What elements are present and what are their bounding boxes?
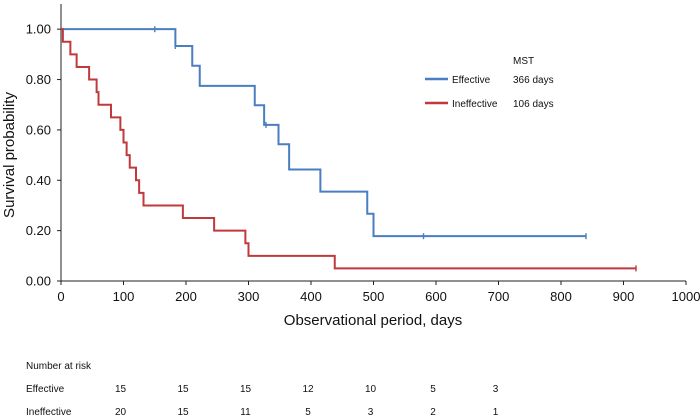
risk-table: Number at risk Effective Ineffective 15 1…: [26, 361, 499, 418]
x-tick-label: 100: [113, 289, 135, 304]
legend-label-effective: Effective: [452, 75, 491, 86]
x-tick-label: 800: [550, 289, 572, 304]
risk-value-ineffective: 5: [305, 407, 311, 418]
risk-value-ineffective: 2: [430, 407, 436, 418]
x-tick-label: 600: [425, 289, 447, 304]
y-tick-label: 0.60: [26, 122, 51, 137]
risk-value-effective: 15: [240, 384, 252, 395]
y-tick-label: 0.40: [26, 173, 51, 188]
x-tick-label: 0: [57, 289, 64, 304]
risk-row-label-ineffective: Ineffective: [26, 407, 72, 418]
survival-curves: [61, 26, 637, 272]
risk-values: 15 15 15 12 10 5 3 20 15 11 5 3 2 1: [115, 384, 499, 418]
x-tick-label: 500: [363, 289, 385, 304]
risk-value-ineffective: 11: [240, 407, 251, 418]
x-tick-label: 700: [488, 289, 510, 304]
y-ticks: 0.00 0.20 0.40 0.60 0.80 1.00: [26, 22, 61, 289]
risk-value-effective: 12: [302, 384, 314, 395]
x-axis-title: Observational period, days: [284, 312, 462, 329]
risk-value-effective: 5: [430, 384, 436, 395]
x-ticks: 0 100 200 300 400 500 600 700 800 900 1000: [57, 281, 700, 304]
legend-mst-effective: 366 days: [513, 75, 554, 86]
risk-table-title: Number at risk: [26, 361, 92, 372]
x-tick-label: 400: [300, 289, 322, 304]
y-tick-label: 0.80: [26, 72, 51, 87]
risk-value-ineffective: 20: [115, 407, 127, 418]
y-tick-label: 1.00: [26, 22, 51, 37]
x-tick-label: 200: [175, 289, 197, 304]
legend-label-ineffective: Ineffective: [452, 99, 498, 110]
risk-value-effective: 15: [177, 384, 189, 395]
survival-curve-ineffective: [61, 28, 636, 270]
y-tick-label: 0.20: [26, 223, 51, 238]
risk-value-effective: 15: [115, 384, 127, 395]
x-tick-label: 1000: [672, 289, 700, 304]
x-tick-label: 900: [613, 289, 635, 304]
risk-value-effective: 3: [493, 384, 499, 395]
y-axis-title: Survival probability: [1, 92, 18, 218]
legend-mst-ineffective: 106 days: [513, 99, 554, 110]
risk-row-label-effective: Effective: [26, 384, 65, 395]
x-tick-label: 300: [238, 289, 260, 304]
survival-curve-effective: [61, 28, 586, 238]
legend-title: MST: [513, 56, 534, 67]
legend: MST Effective 366 days Ineffective 106 d…: [425, 56, 554, 110]
risk-value-effective: 10: [365, 384, 377, 395]
risk-value-ineffective: 3: [368, 407, 374, 418]
axes: [60, 4, 686, 282]
y-tick-label: 0.00: [26, 274, 51, 289]
risk-value-ineffective: 15: [177, 407, 189, 418]
risk-value-ineffective: 1: [493, 407, 499, 418]
